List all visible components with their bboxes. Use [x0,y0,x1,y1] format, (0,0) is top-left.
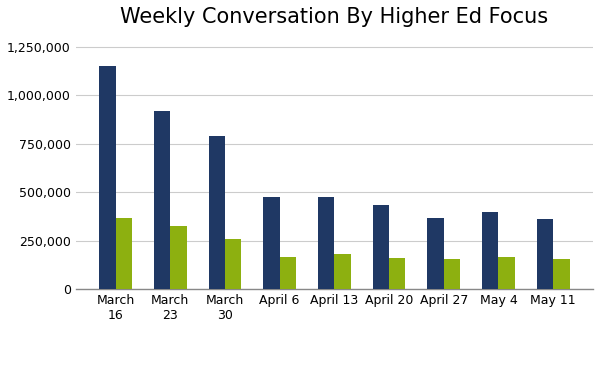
Bar [334,255,351,289]
Bar [154,111,170,289]
Bar [318,197,334,289]
Bar [225,239,241,289]
Bar [280,257,296,289]
Bar [499,257,515,289]
Bar [263,197,280,289]
Title: Weekly Conversation By Higher Ed Focus: Weekly Conversation By Higher Ed Focus [121,7,548,27]
Bar [537,219,553,289]
Bar [209,136,225,289]
Bar [444,259,460,289]
Bar [170,226,187,289]
Bar [99,66,116,289]
Bar [482,212,499,289]
Bar [389,258,406,289]
Bar [427,217,444,289]
Bar [116,219,132,289]
Bar [373,205,389,289]
Bar [553,259,569,289]
